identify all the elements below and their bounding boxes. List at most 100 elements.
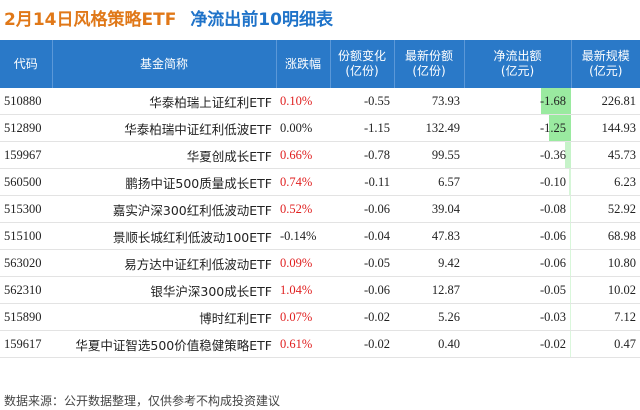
table-header-row: 代码 基金简称 涨跌幅 份额变化 (亿份) 最新份额 (亿份) 净流出额 (亿元) 最新规模 (亿元… [0,40,640,88]
outflow-value: -0.05 [539,282,566,297]
col-header-change: 涨跌幅 [276,40,331,88]
cell-shares: 39.04 [394,195,464,223]
cell-aum: 68.98 [571,222,640,250]
cell-fund-name: 景顺长城红利低波动100ETF [52,222,276,250]
cell-shares: 0.40 [394,330,464,358]
table-row: 560500 鹏扬中证500质量成长ETF 0.74% -0.11 6.57 -0.10 6… [0,168,640,196]
table-row: 510880 华泰柏瑞上证红利ETF 0.10% -0.55 73.93 -1.68 226… [0,88,640,115]
outflow-bar [569,223,571,249]
cell-shares: 9.42 [394,249,464,277]
cell-change: 0.00% [276,114,330,142]
cell-code: 159967 [0,141,52,169]
cell-shares: 73.93 [394,88,464,115]
outflow-bar [569,250,571,276]
cell-change: 1.04% [276,276,330,304]
cell-aum: 10.02 [571,276,640,304]
cell-code: 515890 [0,303,52,331]
cell-outflow: -0.02 [464,330,571,358]
cell-share-change: -0.06 [330,276,394,304]
cell-aum: 45.73 [571,141,640,169]
cell-share-change: -0.55 [330,88,394,115]
cell-shares: 12.87 [394,276,464,304]
cell-aum: 6.23 [571,168,640,196]
cell-share-change: -0.78 [330,141,394,169]
cell-outflow: -1.25 [464,114,571,142]
outflow-bar [548,115,571,141]
cell-code: 159617 [0,330,52,358]
cell-fund-name: 华夏中证智选500价值稳健策略ETF [52,330,276,358]
table-row: 512890 华泰柏瑞中证红利低波ETF 0.00% -1.15 132.49 -1.25… [0,114,640,142]
col-header-aum: 最新规模 (亿元) [571,40,640,88]
cell-outflow: -0.36 [464,141,571,169]
cell-code: 515300 [0,195,52,223]
cell-aum: 52.92 [571,195,640,223]
cell-shares: 99.55 [394,141,464,169]
table-row: 562310 银华沪深300成长ETF 1.04% -0.06 12.87 -0.05 10… [0,276,640,304]
table-body: 510880 华泰柏瑞上证红利ETF 0.10% -0.55 73.93 -1.68 226… [0,88,640,358]
cell-aum: 7.12 [571,303,640,331]
cell-code: 512890 [0,114,52,142]
outflow-value: -0.06 [539,228,566,243]
source-note: 数据来源：公开数据整理，仅供参考不构成投资建议 [4,394,281,408]
col-header-outflow: 净流出额 (亿元) [464,40,572,88]
cell-aum: 10.80 [571,249,640,277]
cell-share-change: -0.02 [330,303,394,331]
outflow-value: -0.06 [539,255,566,270]
cell-code: 560500 [0,168,52,196]
cell-fund-name: 华夏创成长ETF [52,141,276,169]
outflow-value: -1.68 [539,93,566,108]
cell-change: 0.10% [276,88,330,115]
col-header-shares: 最新份额 (亿份) [394,40,465,88]
cell-code: 563020 [0,249,52,277]
table-row: 563020 易方达中证红利低波动ETF 0.09% -0.05 9.42 -0.06 10… [0,249,640,277]
cell-fund-name: 嘉实沪深300红利低波动ETF [52,195,276,223]
table-row: 515300 嘉实沪深300红利低波动ETF 0.52% -0.06 39.04 -0.0… [0,195,640,223]
cell-share-change: -0.06 [330,195,394,223]
cell-outflow: -0.08 [464,195,571,223]
cell-change: 0.09% [276,249,330,277]
cell-shares: 5.26 [394,303,464,331]
outflow-value: -0.36 [539,147,566,162]
cell-shares: 47.83 [394,222,464,250]
col-header-code: 代码 [0,40,53,88]
cell-share-change: -0.05 [330,249,394,277]
cell-outflow: -0.03 [464,303,571,331]
table-row: 515890 博时红利ETF 0.07% -0.02 5.26 -0.03 7.12 [0,303,640,331]
cell-code: 515100 [0,222,52,250]
cell-outflow: -0.06 [464,249,571,277]
cell-change: 0.61% [276,330,330,358]
cell-share-change: -1.15 [330,114,394,142]
cell-change: 0.66% [276,141,330,169]
cell-share-change: -0.04 [330,222,394,250]
cell-share-change: -0.11 [330,168,394,196]
outflow-value: -0.08 [539,201,566,216]
cell-change: 0.52% [276,195,330,223]
cell-change: 0.74% [276,168,330,196]
cell-fund-name: 易方达中证红利低波动ETF [52,249,276,277]
cell-share-change: -0.02 [330,330,394,358]
outflow-bar [570,277,571,303]
table-row: 159617 华夏中证智选500价值稳健策略ETF 0.61% -0.02 0.40 -0… [0,330,640,358]
table-row: 159967 华夏创成长ETF 0.66% -0.78 99.55 -0.36 45.73 [0,141,640,169]
cell-code: 562310 [0,276,52,304]
outflow-bar [570,331,571,357]
chart-title: 2月14日风格策略ETF [4,9,177,30]
cell-fund-name: 鹏扬中证500质量成长ETF [52,168,276,196]
title-bar: 2月14日风格策略ETF 净流出前10明细表 [4,2,333,32]
cell-fund-name: 银华沪深300成长ETF [52,276,276,304]
cell-fund-name: 华泰柏瑞上证红利ETF [52,88,276,115]
cell-outflow: -0.06 [464,222,571,250]
cell-aum: 226.81 [571,88,640,115]
cell-shares: 6.57 [394,168,464,196]
cell-change: -0.14% [276,222,330,250]
cell-code: 510880 [0,88,52,115]
cell-aum: 144.93 [571,114,640,142]
cell-outflow: -0.10 [464,168,571,196]
cell-aum: 0.47 [571,330,640,358]
cell-outflow: -1.68 [464,88,571,115]
table-row: 515100 景顺长城红利低波动100ETF -0.14% -0.04 47.83 -0.… [0,222,640,250]
col-header-share-change: 份额变化 (亿份) [330,40,395,88]
outflow-value: -0.03 [539,309,566,324]
cell-shares: 132.49 [394,114,464,142]
outflow-bar [570,304,571,330]
